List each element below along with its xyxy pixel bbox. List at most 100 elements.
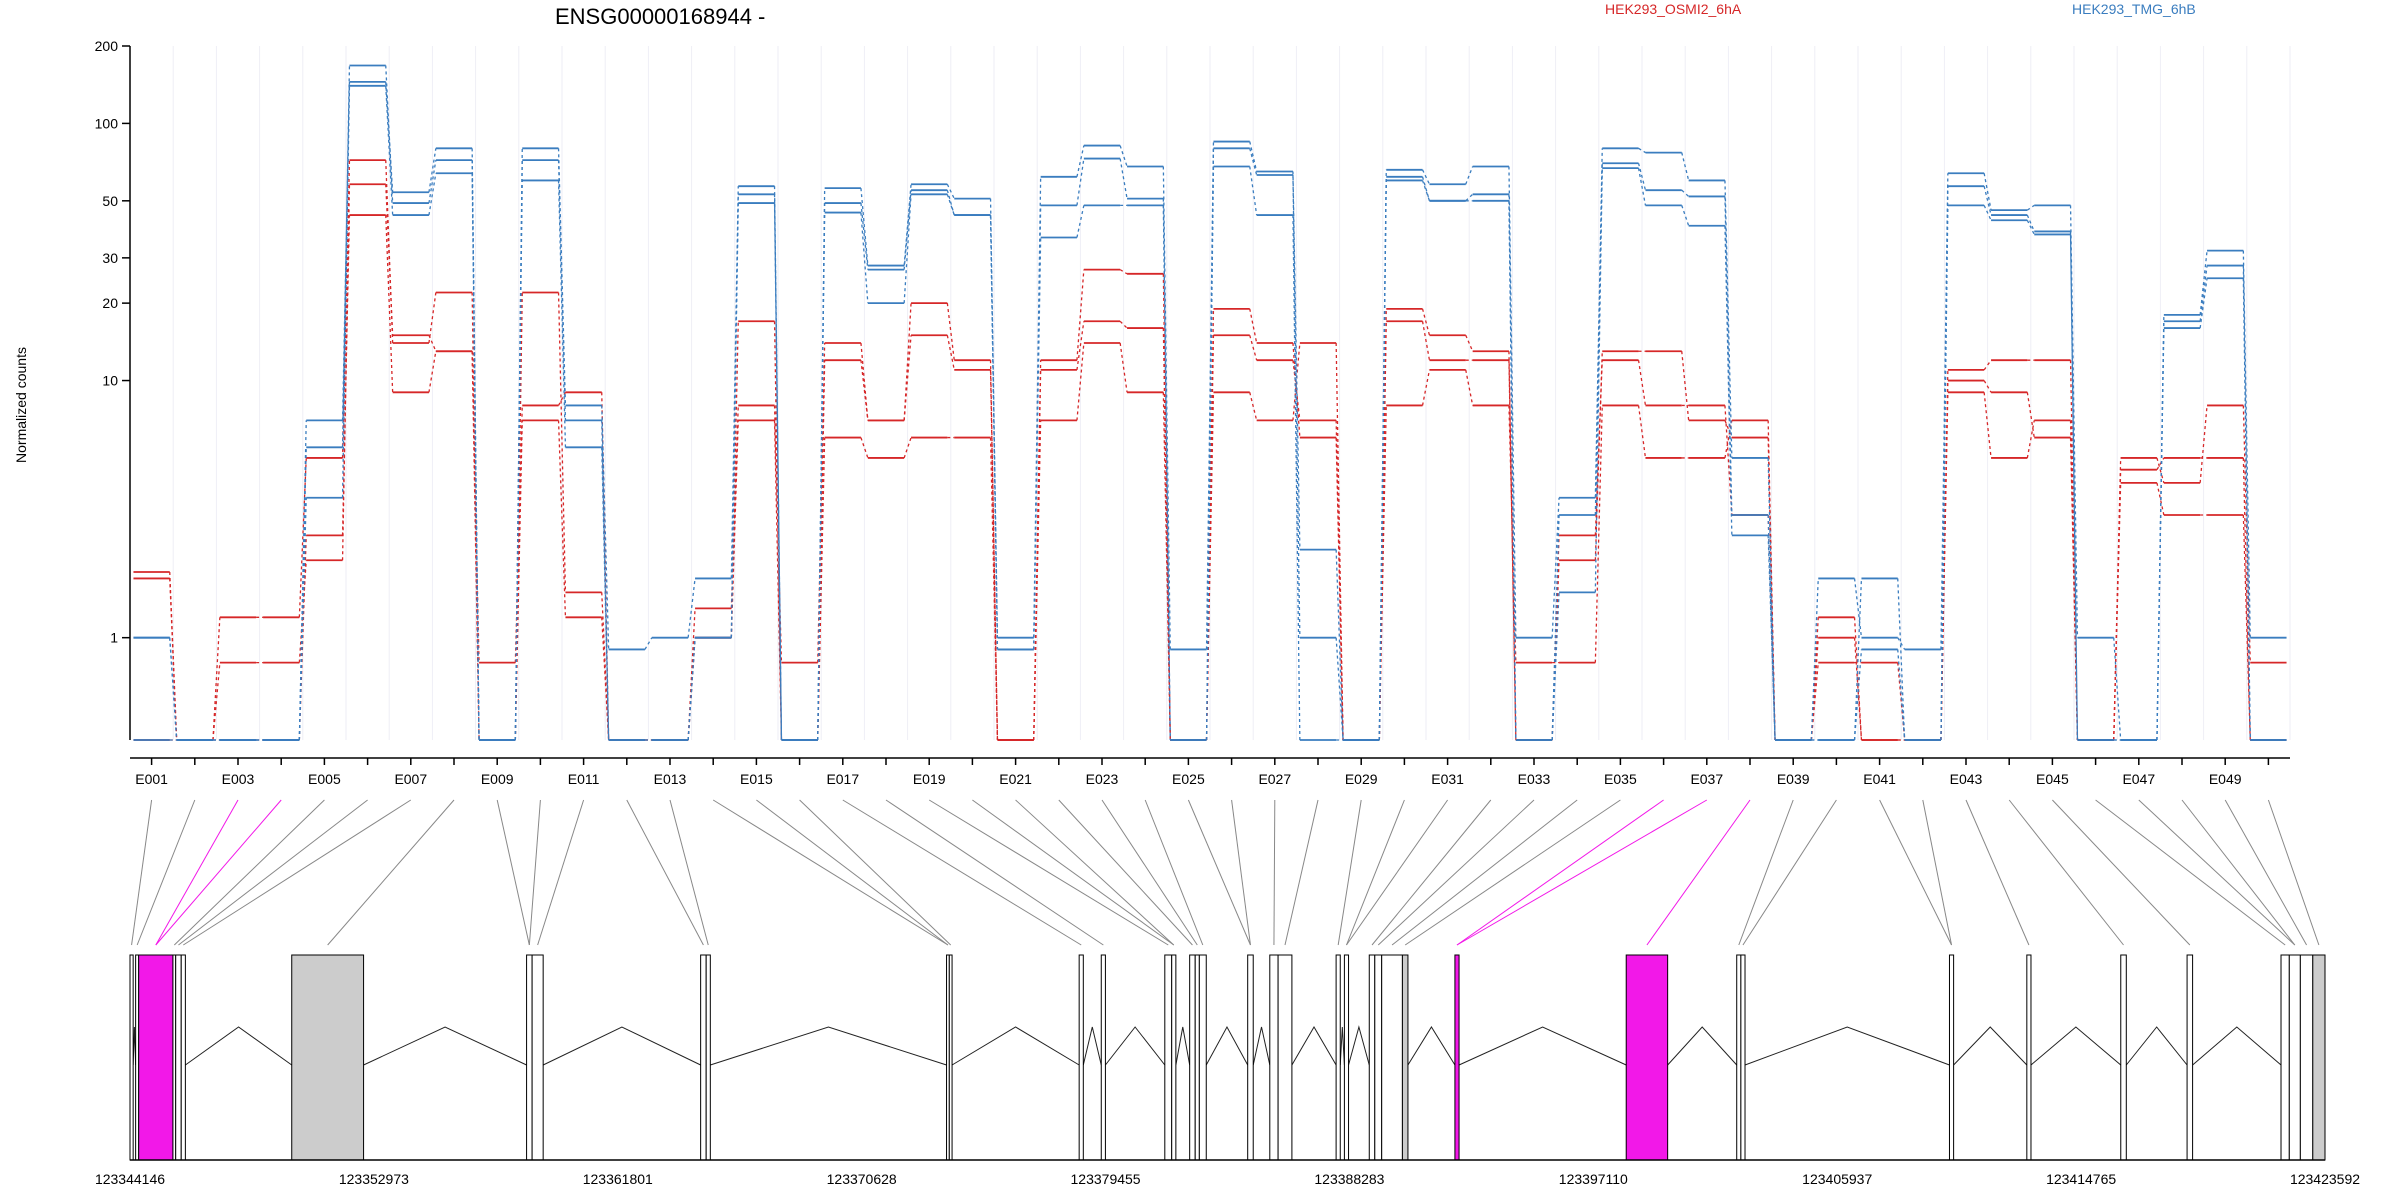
series-connector	[2199, 250, 2208, 315]
series-connector	[1335, 637, 1344, 741]
series-connector	[385, 160, 394, 343]
series-connector	[2156, 457, 2165, 471]
series-connector	[557, 160, 567, 421]
coordinate-axis: 123344146 123352973 123361801 123370628 1233…	[95, 1159, 2360, 1187]
intron-line	[1291, 1026, 1337, 1066]
x-tick-label: E007	[394, 771, 427, 787]
x-tick-label: E029	[1345, 771, 1378, 787]
exon-connector	[1879, 799, 1952, 946]
series-connector	[946, 194, 955, 216]
exon-connector	[173, 799, 325, 946]
series-connector	[687, 637, 696, 741]
series-connector	[1119, 269, 1128, 275]
series-connector	[860, 342, 869, 421]
exon-connector	[1922, 799, 1953, 946]
series-connector	[989, 215, 999, 650]
intron-line	[1339, 1026, 1345, 1066]
exon-box	[705, 954, 711, 1161]
coordinate-label: 123397110	[1559, 1171, 1628, 1187]
x-tick-label: E015	[740, 771, 773, 787]
series-connector	[601, 420, 610, 741]
exon-connector	[1646, 799, 1751, 946]
exon-box	[2288, 954, 2301, 1161]
intron-line	[1407, 1026, 1456, 1066]
exon-box	[1368, 954, 1376, 1161]
x-tick-label: E039	[1777, 771, 1810, 787]
intron-line	[1348, 1025, 1370, 1066]
series-connector	[1292, 342, 1301, 438]
exon-box	[1194, 954, 1200, 1161]
series-connector	[169, 637, 178, 741]
intron-line	[363, 1026, 527, 1066]
exon-box	[1625, 954, 1669, 1161]
series-connector	[1249, 392, 1258, 421]
series-connector	[2026, 204, 2035, 211]
series-connector	[946, 189, 955, 216]
series-connector	[428, 351, 437, 393]
intron-line	[951, 1026, 1080, 1066]
series-connector	[428, 173, 437, 216]
coordinate-label: 123370628	[827, 1171, 897, 1187]
exon-box	[138, 954, 174, 1161]
series-connector	[2113, 637, 2122, 741]
series-connector	[903, 335, 912, 421]
exon-box	[1740, 954, 1746, 1161]
exon-connector	[756, 799, 949, 946]
exon-connector	[712, 799, 949, 946]
series-connector	[1594, 168, 1603, 593]
series-connector	[1421, 169, 1431, 185]
series-connector	[1076, 342, 1085, 421]
coordinate-label: 123405937	[1802, 1171, 1872, 1187]
exon-box	[1454, 954, 1460, 1161]
exon-connector	[1015, 799, 1175, 946]
series-connector	[1983, 173, 1992, 211]
series-connector	[1853, 578, 1863, 638]
series-connector	[1421, 369, 1431, 406]
exon-connector	[178, 799, 368, 946]
series-connector	[1594, 405, 1603, 663]
series-connector	[1119, 342, 1128, 393]
series-connector	[1551, 592, 1560, 741]
exon-connector	[1371, 799, 1492, 946]
exon-connector	[1058, 799, 1193, 946]
exon-connector	[842, 799, 1082, 946]
series-connector	[1076, 321, 1085, 370]
series-connector	[1119, 158, 1128, 199]
x-tick-label: E037	[1690, 771, 1723, 787]
series-connector	[1724, 180, 1733, 458]
exon-connector	[2181, 799, 2296, 946]
intron-line	[1744, 1026, 1950, 1066]
exon-box	[1189, 954, 1196, 1161]
series-connector	[341, 160, 351, 458]
exon-connector	[2095, 799, 2286, 946]
series-connector	[428, 292, 437, 344]
series-connector	[2199, 278, 2208, 329]
series-connector	[428, 159, 437, 204]
series-connector	[1594, 360, 1603, 536]
series-connector	[1421, 321, 1431, 361]
series-connector	[1638, 147, 1646, 154]
series-connector	[1853, 617, 1863, 741]
exon-connector	[626, 799, 704, 946]
series-connector	[385, 65, 394, 204]
series-connector	[2199, 405, 2208, 483]
exon-connector	[1742, 799, 1837, 946]
series-connector	[1853, 637, 1863, 741]
series-connector	[2242, 514, 2251, 741]
series-connector	[1983, 186, 1992, 216]
series-connector	[1637, 360, 1647, 406]
gene-model	[129, 954, 2326, 1161]
series-connector	[1465, 369, 1474, 406]
series-connector	[730, 321, 739, 638]
series-connector	[1249, 335, 1258, 361]
exon-connector	[155, 799, 282, 946]
exon-connector	[155, 799, 239, 946]
series-connector	[2026, 219, 2035, 235]
exon-box	[129, 954, 134, 1161]
series-connector	[1335, 549, 1344, 741]
chart-title: ENSG00000168944 -	[555, 4, 765, 29]
exon-connector	[1456, 799, 1664, 946]
intron-line	[1105, 1026, 1166, 1066]
coordinate-label: 123379455	[1071, 1171, 1141, 1187]
